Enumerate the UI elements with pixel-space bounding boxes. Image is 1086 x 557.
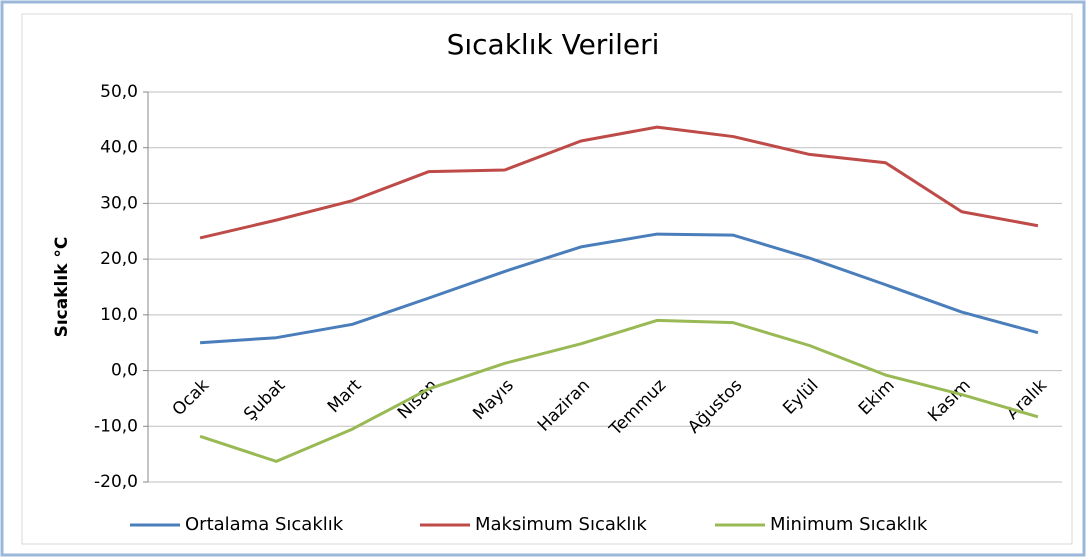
legend-label: Ortalama Sıcaklık <box>185 514 344 535</box>
y-tick-label: -10,0 <box>94 416 138 436</box>
y-tick-label: 30,0 <box>100 193 138 213</box>
series-line <box>199 125 1039 240</box>
y-tick-label: 50,0 <box>100 82 138 102</box>
y-axis-label: Sıcaklık °C <box>52 237 72 338</box>
legend-label: Minimum Sıcaklık <box>770 514 928 535</box>
series-line <box>199 318 1039 463</box>
y-tick-label: 10,0 <box>100 305 138 325</box>
y-tick-label: -20,0 <box>94 472 138 492</box>
plot-frame <box>21 13 1073 545</box>
y-tick-label: 20,0 <box>100 249 138 269</box>
legend-label: Maksimum Sıcaklık <box>475 514 647 535</box>
y-tick-label: 0,0 <box>111 361 138 381</box>
y-tick-label: 40,0 <box>100 138 138 158</box>
chart-title: Sıcaklık Verileri <box>447 28 660 61</box>
series-line <box>199 232 1039 345</box>
